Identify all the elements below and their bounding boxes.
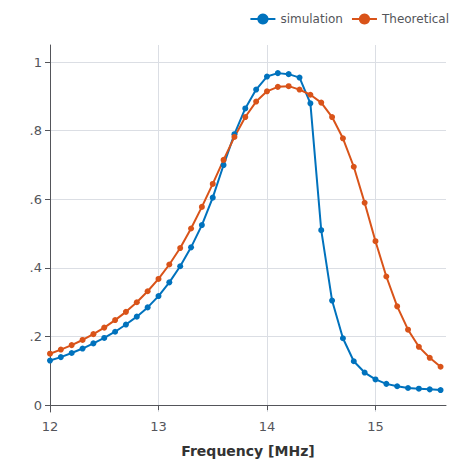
svg-text:Frequency [MHz]: Frequency [MHz] [181,443,314,459]
svg-text:Theoretical: Theoretical [381,12,449,26]
svg-text:12: 12 [42,419,59,434]
svg-text:.8: .8 [30,123,42,138]
svg-text:.4: .4 [30,260,42,275]
svg-text:.6: .6 [30,192,42,207]
svg-text:.2: .2 [30,329,42,344]
svg-text:14: 14 [259,419,276,434]
svg-text:0: 0 [34,398,42,413]
svg-text:15: 15 [367,419,384,434]
svg-text:13: 13 [150,419,167,434]
svg-text:simulation: simulation [280,12,343,26]
svg-text:1: 1 [34,55,42,70]
